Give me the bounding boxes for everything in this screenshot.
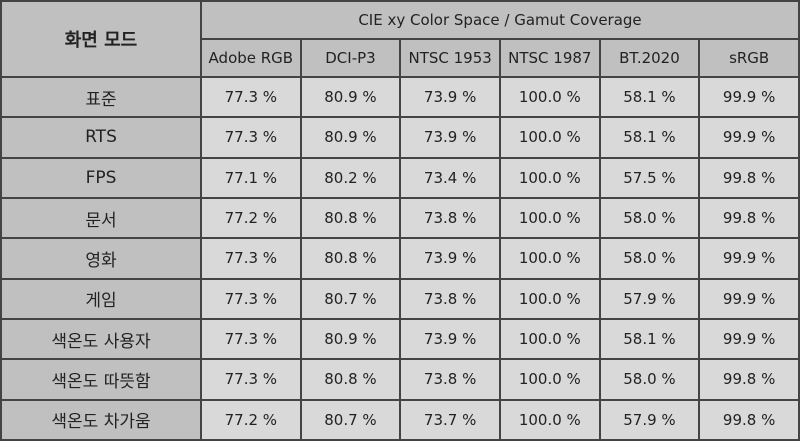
value-cell: 80.2 % xyxy=(299,156,402,199)
mode-header: 화면 모드 xyxy=(0,0,202,78)
value-cell: 73.9 % xyxy=(399,116,501,159)
value-cell: 99.8 % xyxy=(698,196,800,240)
value-cell: 58.1 % xyxy=(598,317,701,361)
value-cell: 99.8 % xyxy=(698,358,800,401)
table-row: FPS 77.1 % 80.2 % 73.4 % 100.0 % 57.5 % 99.8 % xyxy=(0,156,800,199)
value-cell: 73.9 % xyxy=(399,317,501,361)
value-cell: 80.9 % xyxy=(299,116,402,159)
table-row: RTS 77.3 % 80.9 % 73.9 % 100.0 % 58.1 % 99.9 % xyxy=(0,116,800,159)
value-cell: 80.8 % xyxy=(299,196,402,240)
mode-cell: 게임 xyxy=(0,277,202,320)
value-cell: 99.9 % xyxy=(698,237,800,280)
mode-cell: RTS xyxy=(0,116,202,159)
column-header: DCI-P3 xyxy=(299,38,402,78)
value-cell: 73.8 % xyxy=(399,196,501,240)
value-cell: 99.8 % xyxy=(698,156,800,199)
value-cell: 99.9 % xyxy=(698,317,800,361)
value-cell: 57.9 % xyxy=(598,277,701,320)
value-cell: 77.1 % xyxy=(200,156,302,199)
value-cell: 77.3 % xyxy=(200,116,302,159)
value-cell: 73.7 % xyxy=(399,398,501,441)
column-header: Adobe RGB xyxy=(200,38,302,78)
mode-cell: 영화 xyxy=(0,237,202,280)
value-cell: 100.0 % xyxy=(498,237,601,280)
value-cell: 99.9 % xyxy=(698,116,800,159)
value-cell: 77.3 % xyxy=(200,358,302,401)
value-cell: 73.9 % xyxy=(399,75,501,119)
value-cell: 58.0 % xyxy=(598,358,701,401)
mode-cell: 색온도 차가움 xyxy=(0,398,202,441)
value-cell: 80.8 % xyxy=(299,358,402,401)
value-cell: 73.8 % xyxy=(399,358,501,401)
value-cell: 100.0 % xyxy=(498,156,601,199)
value-cell: 100.0 % xyxy=(498,75,601,119)
value-cell: 100.0 % xyxy=(498,358,601,401)
value-cell: 57.5 % xyxy=(598,156,701,199)
value-cell: 100.0 % xyxy=(498,196,601,240)
mode-cell: 표준 xyxy=(0,75,202,119)
value-cell: 80.7 % xyxy=(299,398,402,441)
value-cell: 100.0 % xyxy=(498,398,601,441)
value-cell: 73.8 % xyxy=(399,277,501,320)
value-cell: 80.7 % xyxy=(299,277,402,320)
table-row: 영화 77.3 % 80.8 % 73.9 % 100.0 % 58.0 % 99.9 % xyxy=(0,237,800,280)
value-cell: 57.9 % xyxy=(598,398,701,441)
value-cell: 100.0 % xyxy=(498,116,601,159)
table-row: 색온도 따뜻함 77.3 % 80.8 % 73.8 % 100.0 % 58.0 % 99… xyxy=(0,358,800,401)
mode-cell: 색온도 따뜻함 xyxy=(0,358,202,401)
value-cell: 80.9 % xyxy=(299,317,402,361)
value-cell: 77.2 % xyxy=(200,398,302,441)
value-cell: 99.8 % xyxy=(698,398,800,441)
value-cell: 58.0 % xyxy=(598,196,701,240)
table-row: 색온도 차가움 77.2 % 80.7 % 73.7 % 100.0 % 57.9 % 99… xyxy=(0,398,800,441)
value-cell: 77.3 % xyxy=(200,317,302,361)
mode-cell: 색온도 사용자 xyxy=(0,317,202,361)
column-header: sRGB xyxy=(698,38,800,78)
table-row: 문서 77.2 % 80.8 % 73.8 % 100.0 % 58.0 % 99.8 % xyxy=(0,196,800,240)
value-cell: 58.0 % xyxy=(598,237,701,280)
mode-cell: FPS xyxy=(0,156,202,199)
column-header: NTSC 1953 xyxy=(399,38,501,78)
value-cell: 99.9 % xyxy=(698,277,800,320)
value-cell: 77.3 % xyxy=(200,237,302,280)
column-header: NTSC 1987 xyxy=(498,38,601,78)
value-cell: 73.4 % xyxy=(399,156,501,199)
table-row: 색온도 사용자 77.3 % 80.9 % 73.9 % 100.0 % 58.1 % 99… xyxy=(0,317,800,361)
value-cell: 58.1 % xyxy=(598,116,701,159)
value-cell: 77.2 % xyxy=(200,196,302,240)
value-cell: 73.9 % xyxy=(399,237,501,280)
table-row: 표준 77.3 % 80.9 % 73.9 % 100.0 % 58.1 % 99.9 % xyxy=(0,75,800,119)
column-header: BT.2020 xyxy=(598,38,701,78)
value-cell: 77.3 % xyxy=(200,277,302,320)
value-cell: 80.9 % xyxy=(299,75,402,119)
value-cell: 100.0 % xyxy=(498,277,601,320)
value-cell: 58.1 % xyxy=(598,75,701,119)
value-cell: 77.3 % xyxy=(200,75,302,119)
mode-cell: 문서 xyxy=(0,196,202,240)
table-row: 게임 77.3 % 80.7 % 73.8 % 100.0 % 57.9 % 99.9 % xyxy=(0,277,800,320)
gamut-group-header: CIE xy Color Space / Gamut Coverage xyxy=(200,0,800,40)
value-cell: 99.9 % xyxy=(698,75,800,119)
value-cell: 100.0 % xyxy=(498,317,601,361)
value-cell: 80.8 % xyxy=(299,237,402,280)
